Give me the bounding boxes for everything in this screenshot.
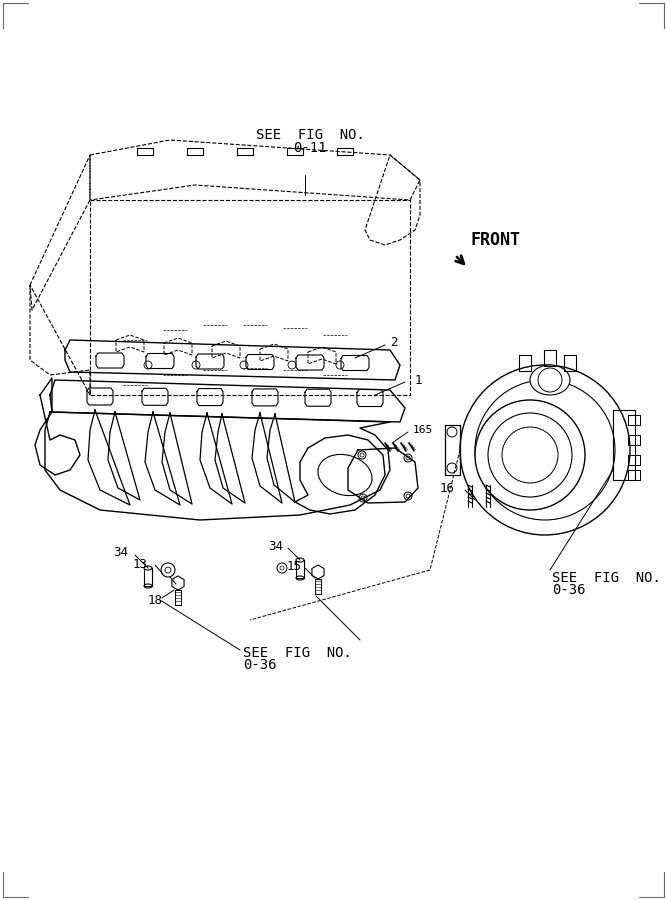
Text: 15: 15: [287, 560, 302, 572]
Polygon shape: [564, 355, 576, 371]
Polygon shape: [519, 355, 531, 371]
Ellipse shape: [144, 566, 152, 570]
Text: 165: 165: [413, 425, 434, 435]
Text: SEE  FIG  NO.: SEE FIG NO.: [255, 128, 364, 142]
Text: 16: 16: [440, 482, 455, 494]
Polygon shape: [252, 389, 278, 406]
Circle shape: [460, 365, 630, 535]
Polygon shape: [312, 565, 324, 579]
Polygon shape: [628, 435, 640, 445]
Polygon shape: [445, 425, 460, 475]
Polygon shape: [172, 576, 184, 590]
Polygon shape: [144, 568, 152, 586]
Ellipse shape: [530, 365, 570, 395]
Text: FRONT: FRONT: [470, 231, 520, 249]
Polygon shape: [628, 470, 640, 480]
Polygon shape: [175, 590, 181, 605]
Text: SEE  FIG  NO.: SEE FIG NO.: [243, 646, 352, 660]
Text: 1: 1: [415, 374, 422, 386]
Text: 34: 34: [268, 539, 283, 553]
Circle shape: [277, 563, 287, 573]
Text: 0-11: 0-11: [293, 141, 327, 155]
Polygon shape: [315, 579, 321, 594]
Polygon shape: [197, 389, 223, 406]
Text: 0-36: 0-36: [243, 658, 277, 672]
Text: 18: 18: [148, 593, 163, 607]
Ellipse shape: [296, 558, 304, 562]
Polygon shape: [142, 388, 168, 405]
Text: 34: 34: [113, 546, 128, 560]
Text: 0-36: 0-36: [552, 583, 586, 597]
Polygon shape: [544, 350, 556, 366]
Polygon shape: [613, 410, 635, 480]
Circle shape: [475, 400, 585, 510]
Text: 2: 2: [390, 336, 398, 348]
Polygon shape: [87, 388, 113, 405]
Polygon shape: [357, 390, 383, 407]
Polygon shape: [628, 455, 640, 465]
Circle shape: [161, 563, 175, 577]
Polygon shape: [296, 560, 304, 578]
Text: 13: 13: [133, 559, 148, 572]
Polygon shape: [305, 389, 331, 406]
Polygon shape: [628, 415, 640, 425]
Text: SEE  FIG  NO.: SEE FIG NO.: [552, 571, 661, 585]
